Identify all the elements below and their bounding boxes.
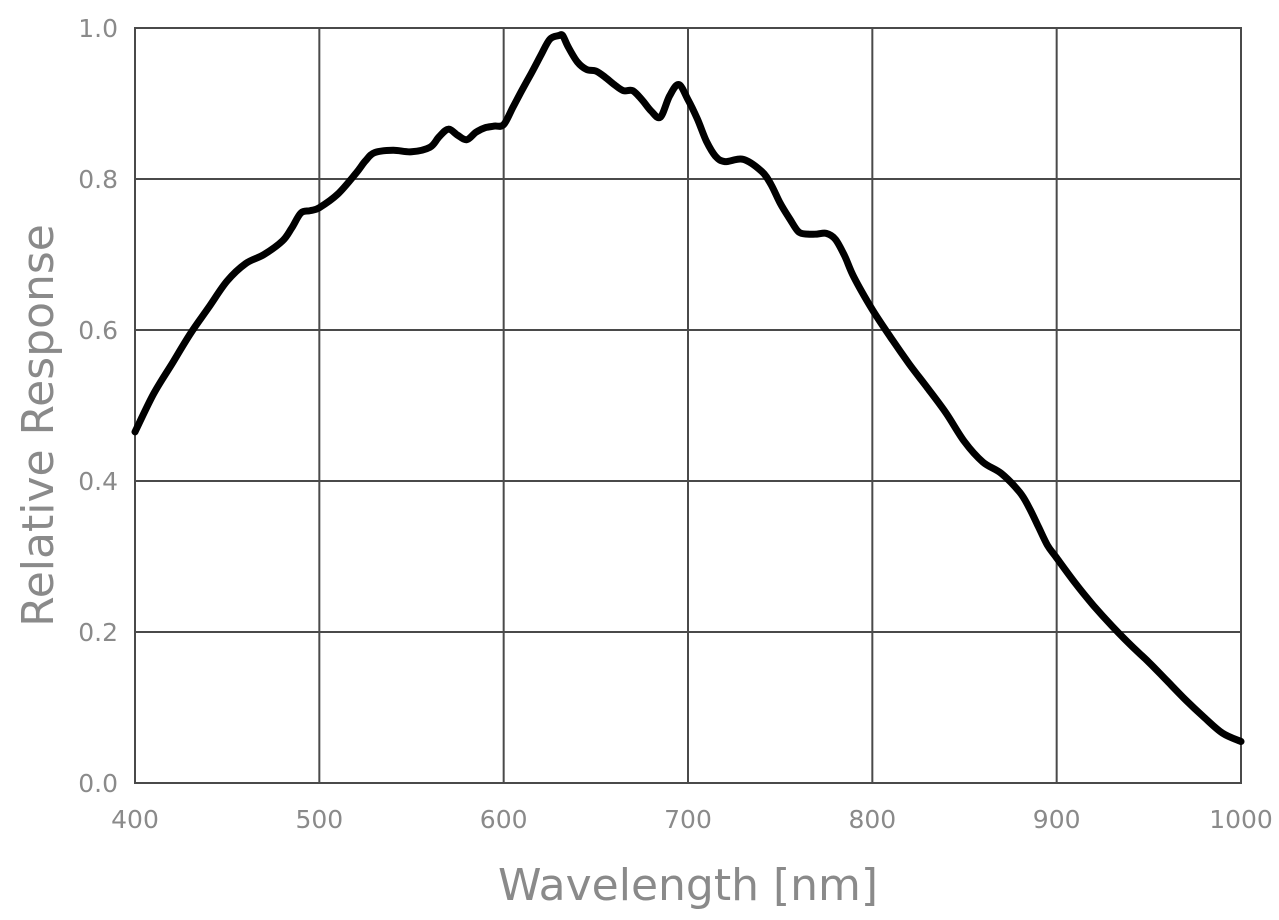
x-tick-label: 1000 [1209,805,1273,834]
x-tick-label: 800 [848,805,896,834]
plot-frame [134,27,1242,784]
x-tick-label: 400 [111,805,159,834]
x-axis-ticks: 400 500 600 700 800 900 1000 [111,805,1273,834]
y-tick-label: 0.2 [78,618,118,647]
y-tick-label: 1.0 [78,14,118,43]
series [131,31,1245,745]
grid [134,27,1242,784]
x-tick-label: 500 [295,805,343,834]
y-tick-label: 0.4 [78,467,118,496]
x-axis-title: Wavelength [nm] [498,860,878,911]
plot-border [134,27,1242,784]
x-tick-label: 900 [1033,805,1081,834]
y-tick-label: 0.8 [78,165,118,194]
x-tick-label: 600 [480,805,528,834]
x-tick-label: 700 [664,805,712,834]
y-axis-title: Relative Response [13,224,64,627]
series-line-0 [131,31,1245,745]
y-tick-label: 0.0 [78,769,118,798]
y-tick-label: 0.6 [78,316,118,345]
y-axis-ticks: 0.0 0.2 0.4 0.6 0.8 1.0 [78,14,118,798]
